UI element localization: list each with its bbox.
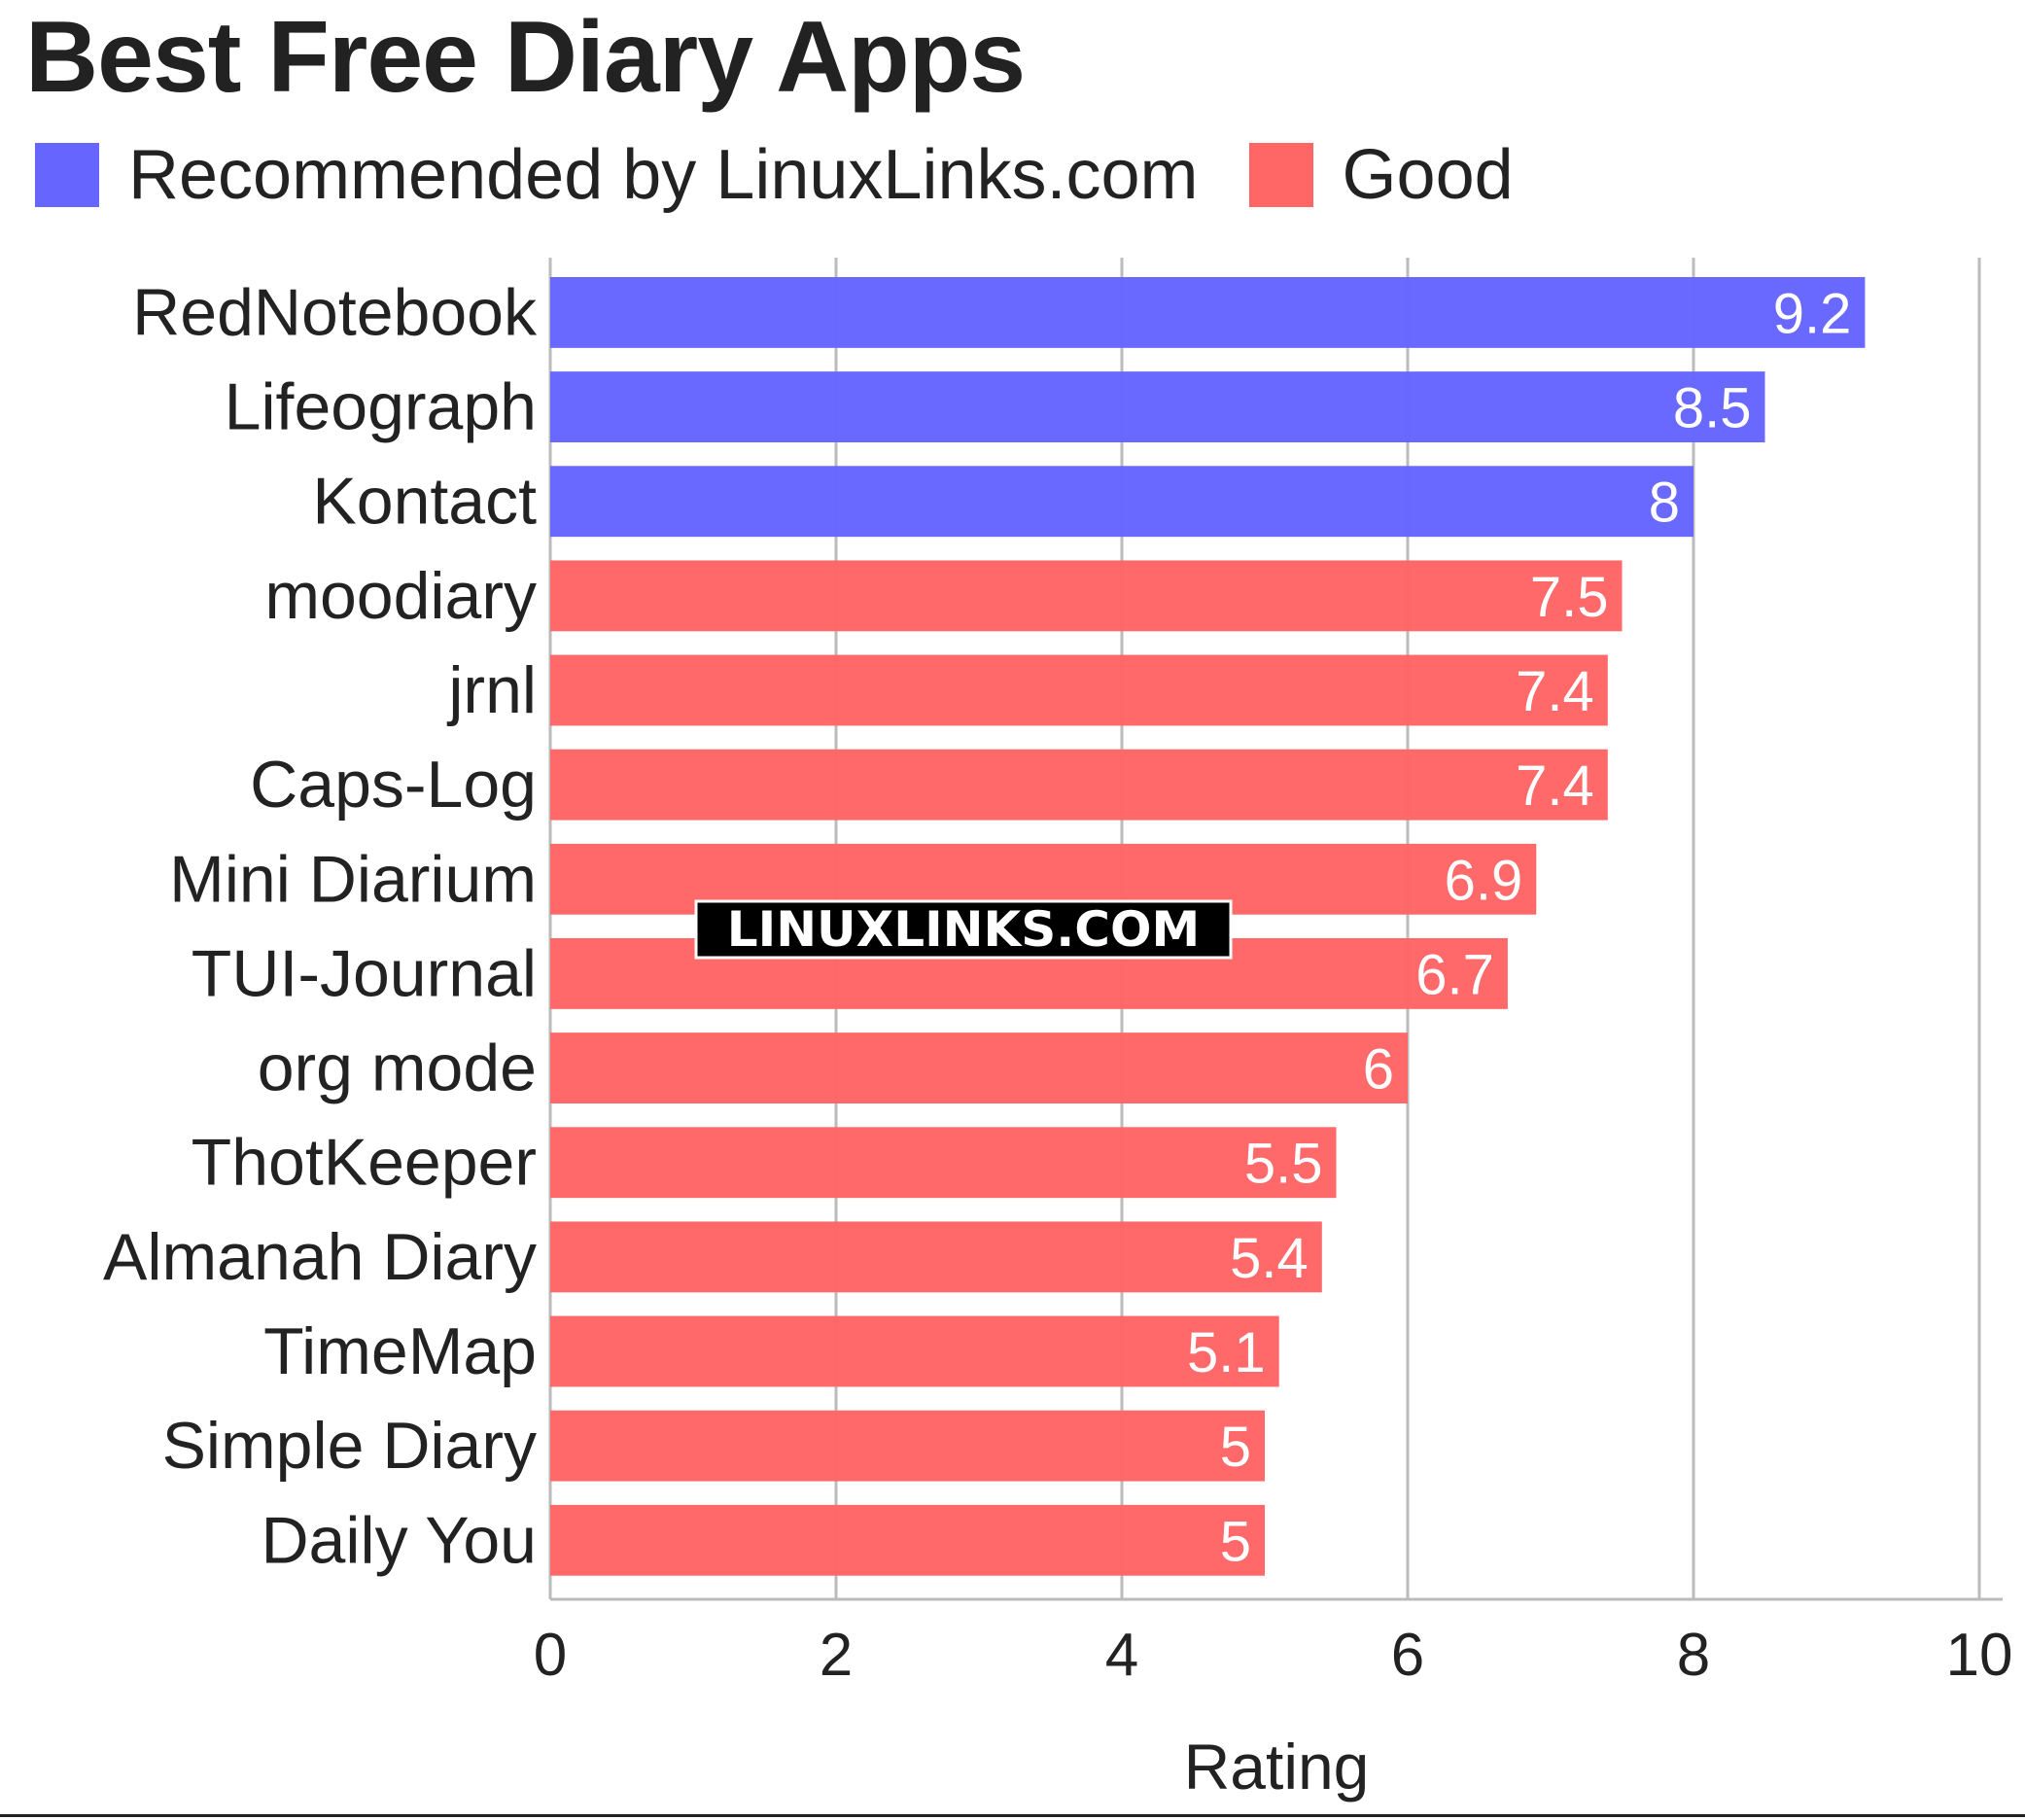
x-tick-label: 2 bbox=[820, 1622, 853, 1689]
category-label-rednotebook: RedNotebook bbox=[132, 275, 538, 349]
value-label-kontact: 8 bbox=[1649, 472, 1680, 535]
x-tick-label: 10 bbox=[1946, 1622, 2013, 1689]
category-label-timemap: TimeMap bbox=[263, 1314, 537, 1388]
x-tick-label: 8 bbox=[1677, 1622, 1710, 1689]
x-tick-label: 0 bbox=[534, 1622, 567, 1689]
bar-lifeograph bbox=[550, 371, 1765, 442]
bar-moodiary bbox=[550, 560, 1623, 632]
category-label-moodiary: moodiary bbox=[264, 559, 537, 633]
x-tick-label: 6 bbox=[1391, 1622, 1424, 1689]
category-label-simple-diary: Simple Diary bbox=[162, 1409, 537, 1483]
legend-swatch-recommended bbox=[35, 143, 99, 207]
category-label-org-mode: org mode bbox=[258, 1032, 537, 1105]
bar-thotkeeper bbox=[550, 1127, 1337, 1199]
value-label-mini-diarium: 6.9 bbox=[1445, 849, 1523, 912]
value-label-jrnl: 7.4 bbox=[1516, 660, 1594, 723]
x-axis-title: Rating bbox=[1184, 1731, 1370, 1802]
bottom-rule bbox=[0, 1814, 2025, 1817]
value-label-tui-journal: 6.7 bbox=[1415, 943, 1494, 1006]
bars bbox=[550, 277, 1866, 1576]
bar-simple-diary bbox=[550, 1410, 1265, 1482]
category-labels: RedNotebook Lifeograph Kontact moodiary jrnl… bbox=[103, 275, 538, 1577]
value-label-lifeograph: 8.5 bbox=[1673, 377, 1752, 440]
legend-item-recommended: Recommended by LinuxLinks.com bbox=[35, 135, 1199, 215]
category-label-caps-log: Caps-Log bbox=[250, 748, 537, 822]
value-labels: 9.2 8.5 8 7.5 7.4 7.4 6.9 6.7 6 5.5 5.4 5.1 5 5 bbox=[1187, 282, 1851, 1573]
category-label-lifeograph: Lifeograph bbox=[225, 370, 537, 444]
category-label-almanah-diary: Almanah Diary bbox=[103, 1220, 537, 1294]
watermark: LINUXLINKS.COM bbox=[694, 899, 1233, 960]
legend-swatch-good bbox=[1248, 143, 1313, 207]
legend-item-good: Good bbox=[1248, 135, 1514, 215]
value-label-simple-diary: 5 bbox=[1220, 1416, 1251, 1479]
bar-daily-you bbox=[550, 1504, 1265, 1576]
value-label-rednotebook: 9.2 bbox=[1773, 282, 1852, 345]
bar-rednotebook bbox=[550, 277, 1866, 348]
x-axis-ticks: 0 2 4 6 8 10 bbox=[534, 1622, 2013, 1689]
category-label-thotkeeper: ThotKeeper bbox=[192, 1126, 537, 1200]
legend-label-recommended: Recommended by LinuxLinks.com bbox=[128, 136, 1199, 214]
value-label-timemap: 5.1 bbox=[1187, 1321, 1266, 1384]
bar-org-mode bbox=[550, 1032, 1408, 1103]
category-label-tui-journal: TUI-Journal bbox=[192, 936, 537, 1010]
value-label-thotkeeper: 5.5 bbox=[1244, 1133, 1323, 1196]
category-label-jrnl: jrnl bbox=[446, 653, 537, 727]
value-label-daily-you: 5 bbox=[1220, 1510, 1251, 1573]
value-label-almanah-diary: 5.4 bbox=[1230, 1227, 1309, 1290]
x-tick-label: 4 bbox=[1105, 1622, 1138, 1689]
svg-text:LINUXLINKS.COM: LINUXLINKS.COM bbox=[727, 901, 1200, 958]
bar-caps-log bbox=[550, 749, 1608, 821]
legend: Recommended by LinuxLinks.com Good bbox=[35, 136, 1564, 214]
chart-title: Best Free Diary Apps bbox=[25, 1, 1026, 114]
category-label-kontact: Kontact bbox=[312, 465, 537, 539]
legend-label-good: Good bbox=[1342, 136, 1514, 214]
value-label-caps-log: 7.4 bbox=[1516, 754, 1594, 818]
bar-timemap bbox=[550, 1315, 1279, 1387]
category-label-daily-you: Daily You bbox=[261, 1503, 537, 1577]
bar-jrnl bbox=[550, 654, 1608, 726]
value-label-moodiary: 7.5 bbox=[1530, 566, 1609, 629]
category-label-mini-diarium: Mini Diarium bbox=[169, 842, 537, 916]
bar-almanah-diary bbox=[550, 1221, 1322, 1293]
value-label-org-mode: 6 bbox=[1363, 1038, 1394, 1102]
bar-kontact bbox=[550, 466, 1693, 538]
